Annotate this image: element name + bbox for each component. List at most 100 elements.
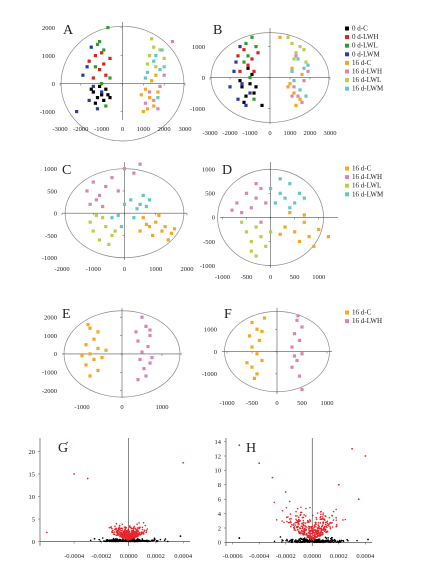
volcano-outlier [93,537,96,540]
data-point [145,70,150,74]
data-point [252,69,256,73]
volcano-point-sig [298,523,300,525]
volcano-point-sig [275,519,278,521]
data-point [294,103,298,108]
volcano-point-sig [146,528,149,530]
data-point [88,202,92,206]
volcano-point-ns [150,539,153,542]
data-point [113,229,117,233]
data-point [100,51,104,55]
legend-label: 0 d-LWM [352,50,380,58]
data-point [96,346,100,351]
volcano-point-sig [110,531,113,533]
legend-label: 16 d-LWM [352,190,384,198]
volcano-point-sig [299,531,302,534]
volcano-point-sig [302,530,305,533]
data-point [154,65,158,69]
volcano-point-sig [128,526,131,528]
volcano-point-sig [319,532,321,535]
data-point [156,107,160,111]
volcano-point-sig [313,526,315,529]
data-point [288,206,292,210]
data-point [138,162,142,166]
data-point [136,378,140,382]
volcano-point-sig [326,524,329,527]
volcano-point-sig [312,527,314,530]
data-point [158,68,162,72]
data-point [298,97,302,101]
volcano-point-sig [326,526,328,529]
volcano-point-ns [146,539,149,542]
data-point [236,54,240,58]
volcano-point-sig [128,531,131,534]
volcano-point-sig [298,531,300,534]
data-point [264,201,268,205]
data-point [158,48,162,52]
volcano-outlier [337,483,340,486]
data-point [297,191,302,195]
volcano-point-ns [132,539,135,542]
volcano-point-sig [145,531,147,534]
x-tick-label: -0.0004 [249,553,270,560]
volcano-point-sig [124,535,127,537]
data-point [158,84,162,88]
volcano-point-sig [289,513,292,515]
volcano-point-sig [317,526,320,529]
data-point [245,361,249,365]
data-point [139,93,143,97]
data-point [302,79,306,83]
data-point [151,233,155,238]
volcano-point-sig [315,518,318,521]
volcano-point-ns [316,539,319,542]
data-point [135,207,139,211]
data-point [101,216,105,220]
volcano-point-sig [313,524,316,526]
data-point [300,325,304,329]
volcano-point-sig [129,538,131,541]
volcano-point-sig [293,523,295,525]
data-point [134,330,138,334]
volcano-point-sig [330,522,333,524]
volcano-point-sig [316,531,319,533]
data-point [238,44,242,49]
data-point [248,91,252,95]
volcano-point-sig [134,527,136,530]
data-point [142,367,146,371]
data-point [89,45,93,49]
data-point [268,230,273,234]
data-point [147,224,152,229]
volcano-point-sig [132,527,135,530]
volcano-point-sig [120,527,122,530]
legend-label: 16 d-LWH [352,173,382,181]
volcano-point-sig [128,534,130,536]
y-tick-label: 14 [215,439,222,446]
y-tick-label: 500 [47,188,57,195]
volcano-point-sig [320,528,323,531]
data-point [300,352,304,356]
x-tick-label: 1000 [312,274,325,281]
volcano-point-sig [311,535,313,538]
panel-b: -3000 -2000 -1000 0 1000 2000 3000 -1000 0 1000 B [190,23,337,137]
volcano-point-sig [133,525,136,528]
x-tick-label: 1000 [156,404,169,411]
panel-letter: B [213,23,222,38]
volcano-point-ns [340,539,343,542]
volcano-point-sig [301,516,304,519]
data-point [278,191,282,195]
x-tick-label: 0.0004 [174,553,193,560]
y-tick-label: 0 [52,81,55,88]
y-tick-label: -500 [45,233,57,240]
legend-label: 16 d-LWH [352,317,382,325]
data-point [278,232,282,236]
volcano-point-ns [279,536,282,538]
volcano-point-sig [342,519,344,521]
data-point [84,363,88,367]
panel-c: -2000 -1000 0 1000 2000 -1000 -500 0 500 1000 C [42,162,194,273]
data-point [145,62,150,66]
data-point [264,244,268,248]
x-tick-label: 500 [290,274,300,281]
volcano-point-sig [331,526,334,528]
data-point [154,54,158,58]
volcano-outlier [357,498,360,501]
volcano-point-sig [326,520,329,523]
